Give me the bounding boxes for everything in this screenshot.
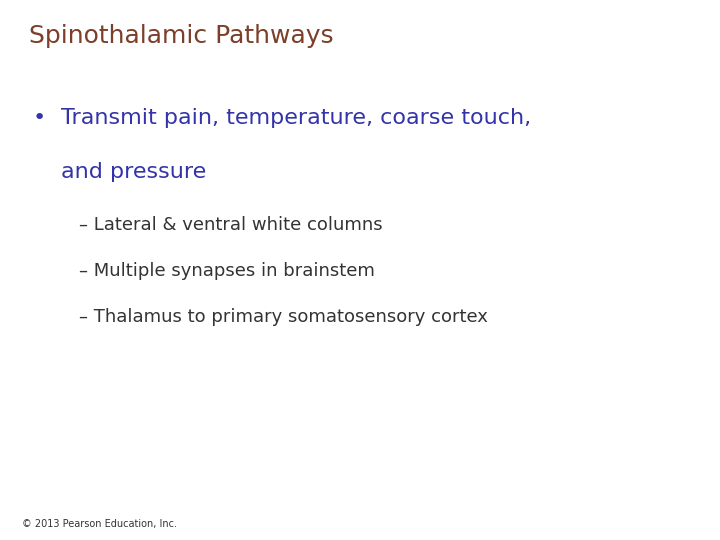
Text: Spinothalamic Pathways: Spinothalamic Pathways: [29, 24, 333, 48]
Text: and pressure: and pressure: [61, 162, 207, 182]
Text: © 2013 Pearson Education, Inc.: © 2013 Pearson Education, Inc.: [22, 519, 176, 529]
Text: – Lateral & ventral white columns: – Lateral & ventral white columns: [79, 216, 383, 234]
Text: – Multiple synapses in brainstem: – Multiple synapses in brainstem: [79, 262, 375, 280]
Text: Transmit pain, temperature, coarse touch,: Transmit pain, temperature, coarse touch…: [61, 108, 531, 128]
Text: •: •: [32, 108, 45, 128]
Text: – Thalamus to primary somatosensory cortex: – Thalamus to primary somatosensory cort…: [79, 308, 488, 326]
